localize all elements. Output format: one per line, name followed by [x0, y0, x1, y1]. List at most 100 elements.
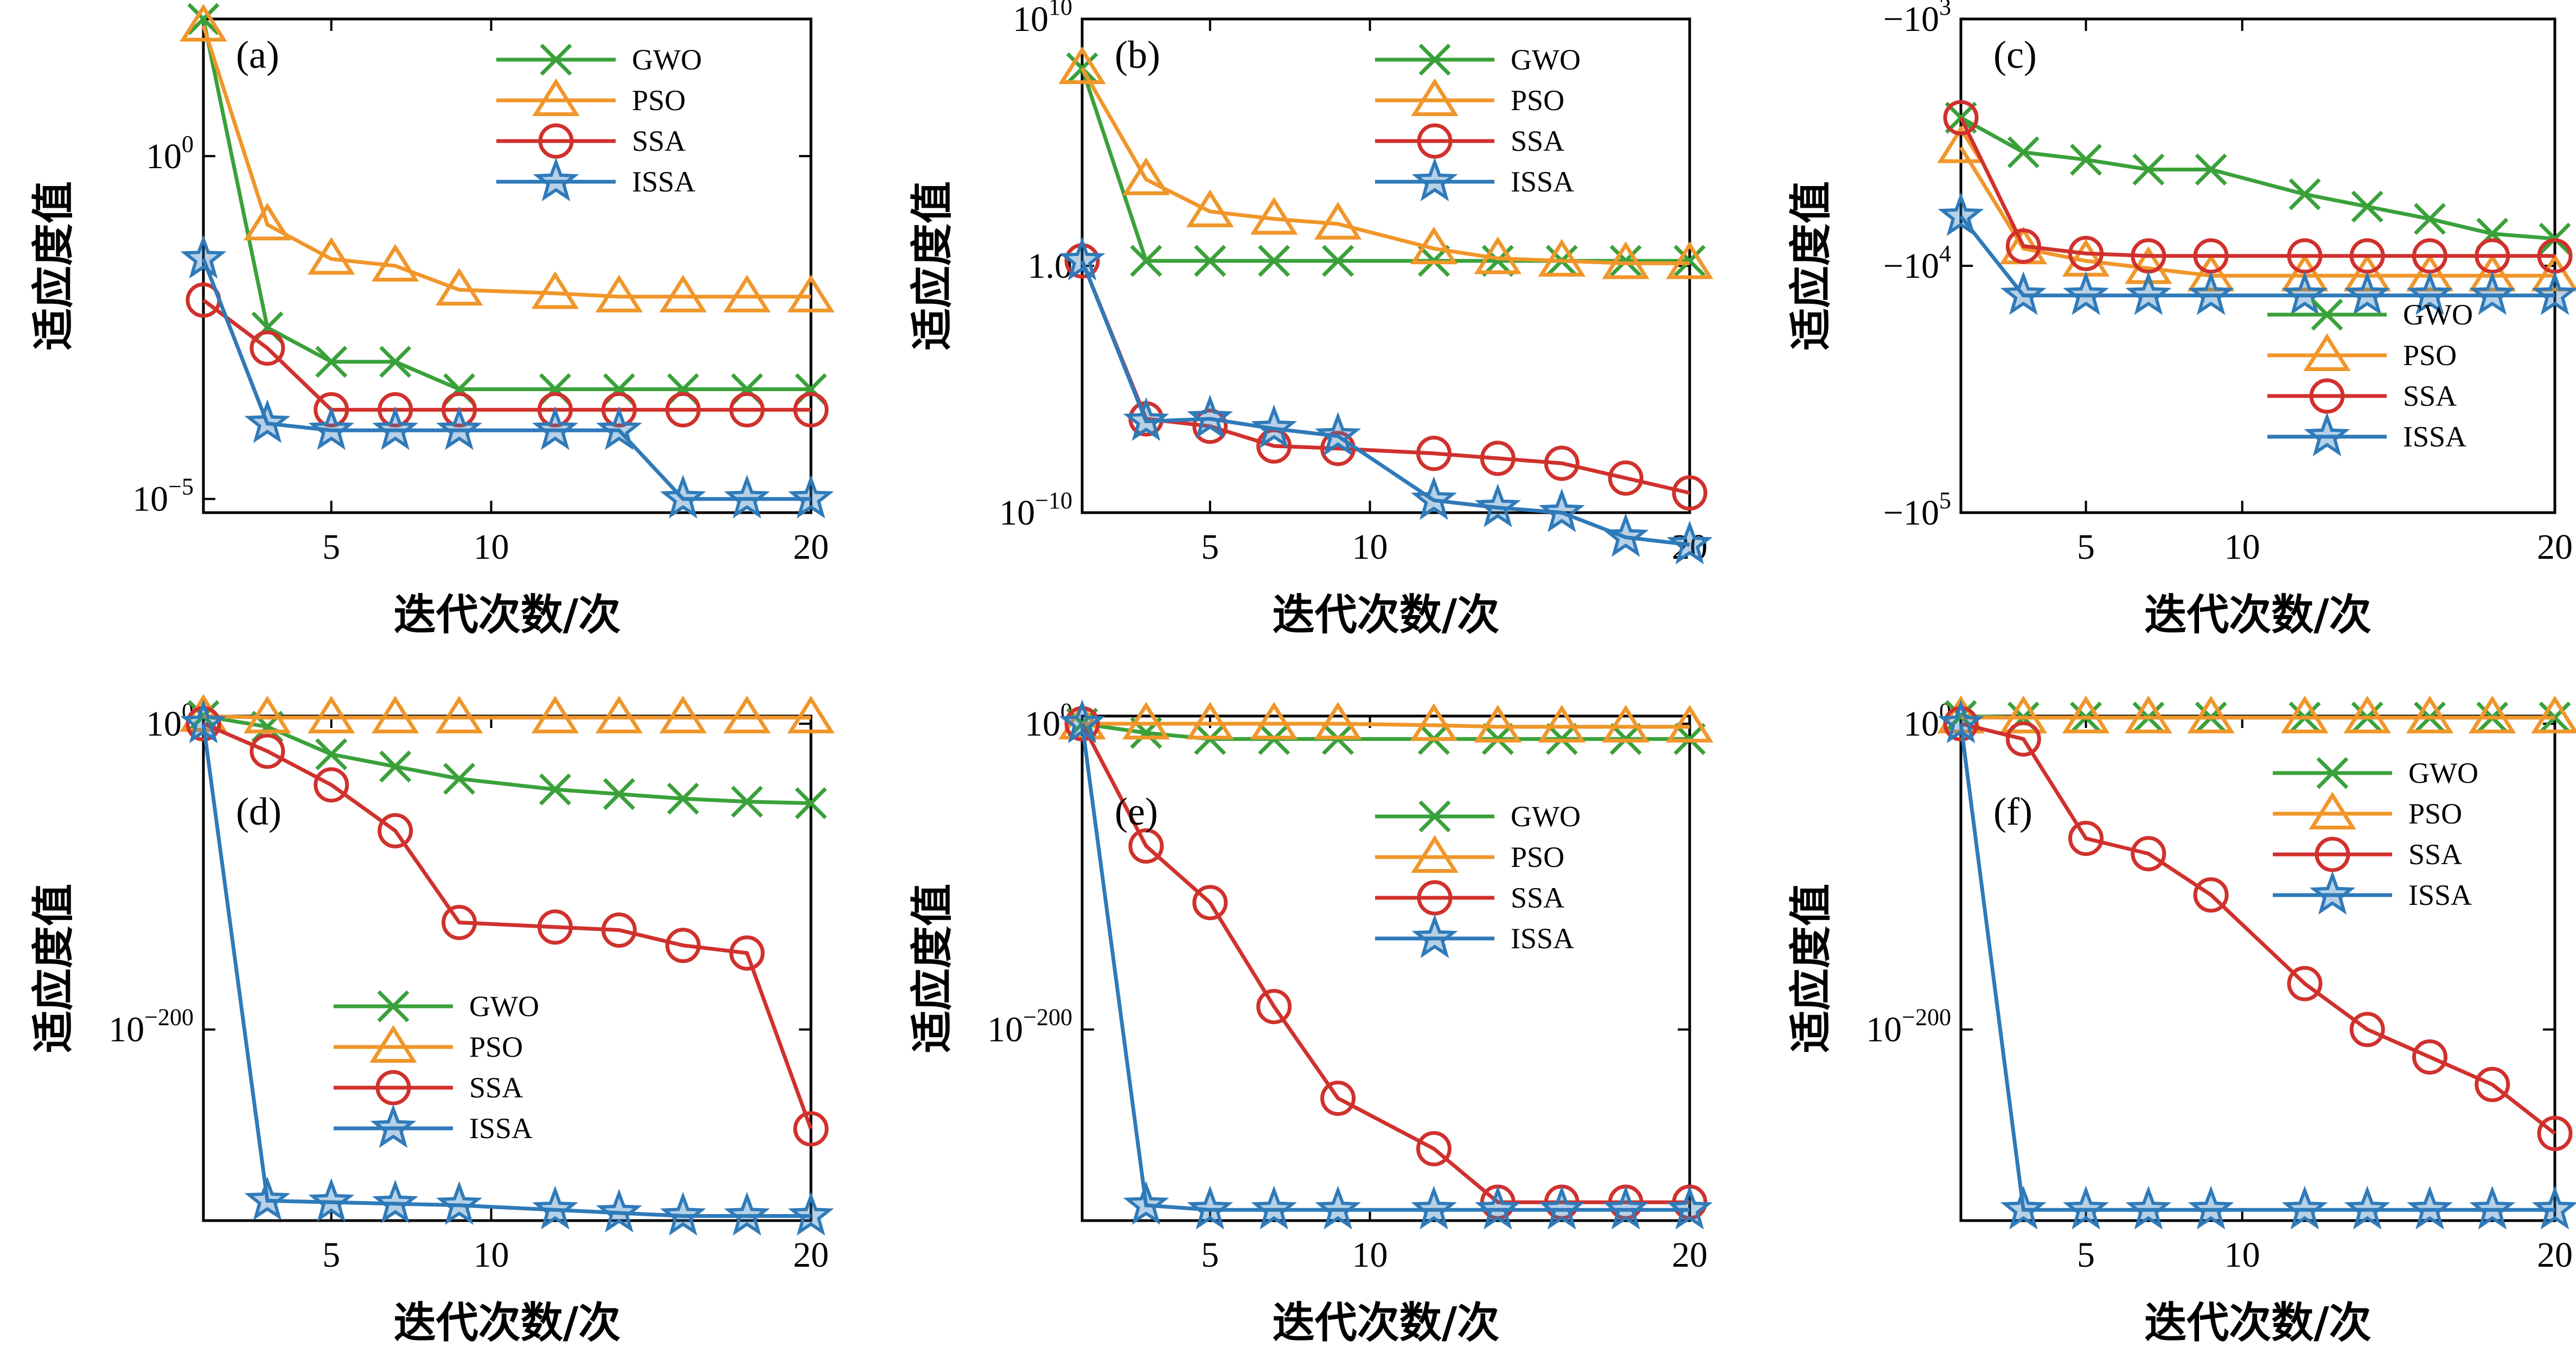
data-point-pso	[2281, 253, 2329, 292]
data-point-pso	[1410, 226, 1458, 265]
y-tick-label: −105	[1883, 487, 1951, 533]
series-line-gwo	[1960, 116, 2555, 241]
legend-marker-gwo	[2311, 298, 2343, 331]
panel-label: (a)	[236, 33, 279, 76]
x-axis-label: 迭代次数/次	[394, 1299, 621, 1348]
legend-label-issa: ISSA	[469, 1112, 533, 1145]
series-line-pso	[201, 25, 811, 299]
legend-marker-issa	[533, 157, 579, 202]
data-point-ssa	[1480, 440, 1516, 476]
data-point-issa	[180, 699, 227, 744]
x-tick-label: 5	[322, 527, 340, 567]
data-point-issa	[372, 1179, 419, 1224]
data-point-ssa	[793, 392, 829, 427]
data-point-issa	[2532, 271, 2576, 315]
data-point-pso	[1410, 703, 1458, 741]
data-point-gwo	[315, 346, 348, 378]
data-point-gwo	[379, 346, 412, 378]
data-point-issa	[2406, 271, 2453, 315]
plot-frame	[202, 714, 813, 1222]
x-axis-label: 迭代次数/次	[2144, 1299, 2372, 1348]
data-point-issa	[2469, 1185, 2516, 1230]
series-line-ssa	[202, 298, 811, 412]
legend-label-pso: PSO	[469, 1031, 523, 1063]
data-point-gwo	[603, 778, 635, 810]
data-point-pso	[595, 274, 643, 312]
legend-label-gwo: GWO	[632, 43, 702, 76]
y-tick-label: 1.0	[1028, 246, 1073, 286]
data-point-gwo	[1673, 245, 1706, 277]
data-point-gwo	[2195, 154, 2227, 186]
data-point-issa	[2532, 1185, 2576, 1230]
legend-label-gwo: GWO	[469, 990, 539, 1023]
data-point-issa	[1315, 1185, 1361, 1230]
legend-marker-pso	[2303, 333, 2351, 371]
data-point-pso	[1666, 705, 1714, 743]
y-tick-label: 10−10	[999, 487, 1072, 533]
data-point-issa	[2125, 1185, 2172, 1230]
data-point-pso	[308, 695, 355, 733]
legend-label-ssa: SSA	[2403, 380, 2457, 412]
data-point-pso	[2531, 253, 2576, 292]
data-point-pso	[787, 695, 835, 733]
y-tick-label: 100	[146, 131, 194, 176]
legend-marker-issa	[1411, 914, 1458, 959]
data-point-issa	[1059, 237, 1105, 280]
series-line-ssa	[1959, 117, 2555, 258]
data-point-issa	[724, 1191, 770, 1236]
data-point-ssa	[2193, 877, 2229, 913]
data-point-ssa	[665, 928, 701, 963]
data-point-pso	[2406, 695, 2454, 733]
legend-label-issa: ISSA	[1511, 922, 1574, 955]
y-tick-label: 10−200	[987, 1004, 1072, 1050]
data-point-pso	[308, 237, 355, 275]
data-point-issa	[1410, 1185, 1457, 1230]
legend-label-pso: PSO	[1511, 84, 1564, 117]
y-axis-label: 适应度值	[1787, 181, 1836, 350]
series-line-gwo	[1080, 67, 1690, 263]
data-point-gwo	[731, 786, 763, 818]
legend-marker-ssa	[1417, 123, 1453, 159]
legend-label-ssa: SSA	[469, 1071, 523, 1104]
data-point-pso	[1122, 701, 1170, 740]
legend-label-gwo: GWO	[2403, 298, 2473, 331]
data-point-issa	[1059, 699, 1105, 744]
legend-label-pso: PSO	[2403, 339, 2457, 372]
series-line-gwo	[203, 714, 811, 806]
data-point-ssa	[1320, 1081, 1356, 1116]
legend-marker-gwo	[1418, 800, 1451, 833]
data-point-issa	[436, 406, 483, 450]
x-tick-label: 20	[793, 1235, 829, 1275]
plot-frame	[202, 17, 813, 514]
legend-marker-ssa	[2309, 378, 2345, 414]
data-point-ssa	[1416, 1131, 1452, 1167]
legend-marker-issa	[1411, 157, 1458, 202]
data-point-pso	[2469, 695, 2516, 733]
data-point-ssa	[250, 330, 285, 366]
series-line-pso	[1082, 721, 1690, 729]
series-line-issa	[201, 258, 811, 501]
x-tick-label: 10	[1352, 527, 1388, 567]
legend-label-issa: ISSA	[1511, 165, 1574, 198]
data-point-issa	[2063, 1185, 2110, 1230]
legend-marker-pso	[2309, 791, 2356, 829]
legend-marker-gwo	[1418, 43, 1451, 76]
data-point-issa	[2344, 1185, 2390, 1230]
data-point-issa	[1123, 397, 1169, 441]
data-point-issa	[1938, 699, 1984, 744]
chart-panel-1: 5 10 20 100 10−5 (a) GWO PSO SSA ISSA 迭代次数/次 适应度值	[29, 3, 835, 640]
data-point-ssa	[1943, 100, 1979, 136]
legend-label-ssa: SSA	[2408, 838, 2462, 871]
data-point-pso	[1186, 701, 1234, 740]
x-tick-label: 10	[474, 527, 509, 567]
data-point-issa	[2344, 271, 2390, 315]
data-point-ssa	[378, 392, 413, 427]
data-point-issa	[2188, 271, 2234, 315]
data-point-ssa	[729, 392, 765, 427]
series-line-gwo	[1082, 721, 1690, 741]
data-point-ssa	[729, 935, 765, 971]
data-point-pso	[1602, 241, 1650, 279]
chart-panel-6: 5 10 20 100 10−200 (f) GWO PSO SSA ISSA 迭代次数/次 适应度值	[1787, 695, 2576, 1348]
legend-marker-pso	[1411, 78, 1459, 116]
